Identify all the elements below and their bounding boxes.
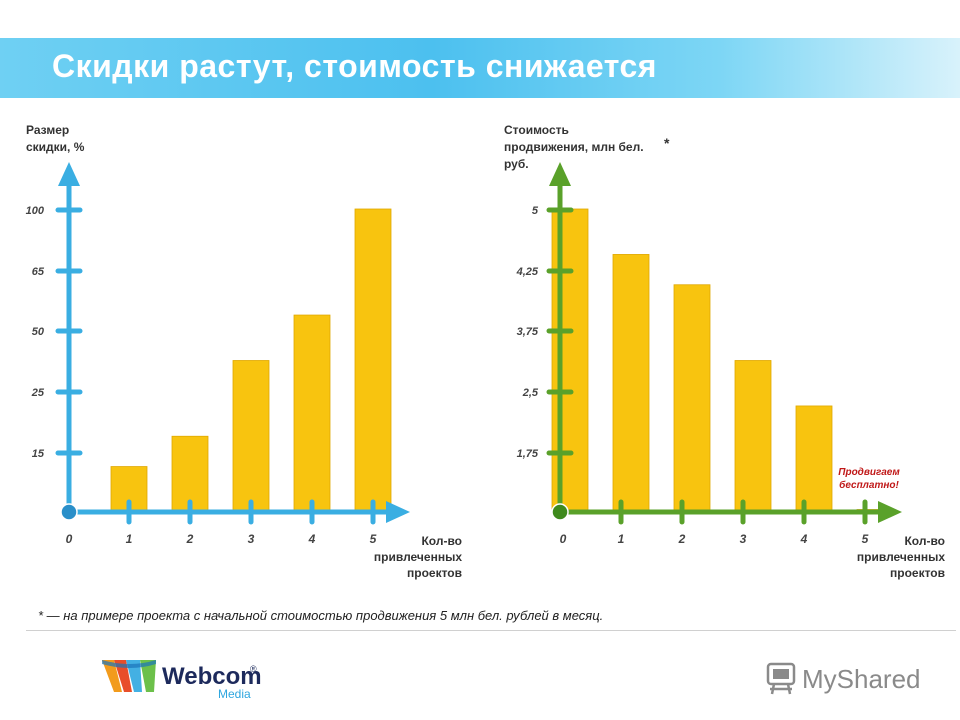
chart2-y-axis-label-asterisk: *: [664, 135, 670, 151]
chart2-y-axis-label: руб.: [504, 157, 529, 171]
chart1-bar-4: [293, 314, 331, 513]
chart2-y-axis-label: Стоимость: [504, 123, 569, 137]
chart2-free-promotion-note: Продвигаем: [838, 467, 900, 478]
chart2-bar-3: [734, 360, 772, 513]
chart1-x-tick-label: 0: [66, 532, 73, 546]
footer-divider: [26, 630, 956, 631]
chart2-y-tick-label: 4,25: [516, 266, 539, 278]
chart2-bar-0: [551, 208, 589, 513]
chart1-y-tick-label: 50: [32, 326, 45, 338]
webcom-sub-text: Media: [218, 687, 251, 701]
chart1-y-axis-label: скидки, %: [26, 140, 85, 154]
myshared-logo: MyShared: [766, 662, 921, 695]
chart1-x-axis-arrow: [386, 501, 410, 523]
chart1-x-tick-label: 5: [370, 532, 377, 546]
chart2-origin-dot: [551, 503, 569, 521]
myshared-logo-mark: [766, 662, 796, 695]
chart1-y-tick-label: 25: [31, 387, 45, 399]
chart1-y-tick-label: 15: [32, 448, 45, 460]
chart1-x-tick-label: 2: [186, 532, 194, 546]
chart2-x-tick-label: 0: [560, 532, 567, 546]
myshared-brand-text: MyShared: [802, 664, 921, 694]
chart2-bar-1: [612, 254, 650, 513]
chart1-x-tick-label: 3: [248, 532, 255, 546]
chart2-y-tick-label: 3,75: [517, 326, 539, 338]
chart2-bar-2: [673, 284, 711, 513]
chart1-y-axis-arrow: [58, 162, 80, 186]
chart1-x-tick-label: 4: [308, 532, 316, 546]
webcom-brand-text: Webcom: [162, 663, 262, 690]
chart2-free-promotion-note: бесплатно!: [839, 479, 899, 491]
chart1-y-tick-label: 100: [26, 205, 45, 217]
chart2-x-axis-label: привлеченных: [857, 550, 945, 564]
footnote: * — на примере проекта с начальной стоим…: [38, 608, 604, 623]
chart1-x-tick-label: 1: [126, 532, 133, 546]
chart1-x-axis-label: Кол-во: [421, 534, 462, 548]
chart2-x-tick-label: 1: [618, 532, 625, 546]
page-title: Скидки растут, стоимость снижается: [52, 48, 657, 84]
chart2-y-tick-label: 1,75: [517, 448, 539, 460]
chart2-x-axis-label: Кол-во: [904, 534, 945, 548]
chart2-x-tick-label: 5: [862, 532, 869, 546]
chart2-x-tick-label: 3: [740, 532, 747, 546]
chart2-x-axis-arrow: [878, 501, 902, 523]
webcom-media-logo: Webcom ® Media: [102, 660, 262, 701]
chart1-y-tick-label: 65: [32, 266, 45, 278]
chart1-x-axis-label: привлеченных: [374, 550, 462, 564]
chart1-x-axis-label: проектов: [407, 566, 462, 580]
chart2-x-tick-label: 4: [800, 532, 808, 546]
chart1-bar-3: [232, 360, 270, 513]
chart2-y-tick-label: 5: [532, 205, 539, 217]
chart1-y-axis-label: Размер: [26, 123, 69, 137]
chart2-y-tick-label: 2,5: [522, 387, 539, 399]
chart1-bar-2: [171, 435, 209, 513]
webcom-logo-mark: [102, 660, 156, 692]
title-banner: Скидки растут, стоимость снижается: [0, 38, 960, 98]
chart2-y-axis-arrow: [549, 162, 571, 186]
chart1-origin-dot: [60, 503, 78, 521]
svg-text:®: ®: [250, 664, 257, 674]
chart2-x-axis-label: проектов: [890, 566, 945, 580]
chart2-x-tick-label: 2: [678, 532, 686, 546]
chart2-bar-4: [795, 405, 833, 513]
chart1-bar-5: [354, 208, 392, 513]
chart2-y-axis-label: продвижения, млн бел.: [504, 140, 644, 154]
